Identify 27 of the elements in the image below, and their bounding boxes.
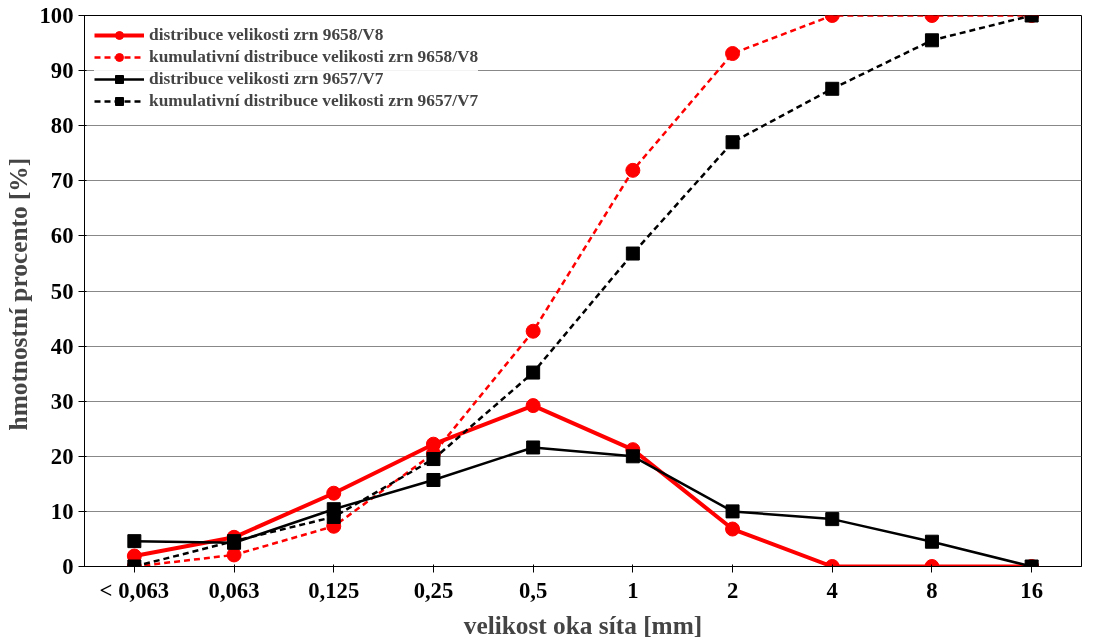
x-tick-label: 8 xyxy=(926,577,938,603)
y-tick-label: 20 xyxy=(50,443,74,469)
y-tick-label: 100 xyxy=(39,3,74,28)
y-axis-title: hmotnostní procento [%] xyxy=(3,157,32,431)
y-tick-label: 60 xyxy=(50,223,74,249)
x-tick-label: 0,25 xyxy=(413,577,454,603)
x-axis-title: velikost oka síta [mm] xyxy=(463,610,703,639)
x-tick-label: 0,125 xyxy=(308,577,360,603)
x-tick-label: 16 xyxy=(1020,577,1043,603)
y-tick-label: 10 xyxy=(50,498,74,524)
y-tick-label: 50 xyxy=(50,278,74,304)
x-tick-label: 0,063 xyxy=(208,577,260,603)
x-tick-label: 1 xyxy=(627,577,639,603)
y-tick-label: 70 xyxy=(50,168,74,194)
legend-label: kumulativní distribuce velikosti zrn 9658/V8 xyxy=(149,47,479,67)
x-tick-label: 4 xyxy=(826,577,838,603)
x-tick-label: 0,5 xyxy=(518,577,548,603)
y-tick-label: 0 xyxy=(62,554,74,579)
y-tick-label: 90 xyxy=(50,58,74,84)
legend-label: distribuce velikosti zrn 9657/V7 xyxy=(149,69,384,89)
legend-label: distribuce velikosti zrn 9658/V8 xyxy=(149,25,384,45)
x-tick-label: 2 xyxy=(726,577,739,603)
y-tick-label: 30 xyxy=(50,388,74,414)
y-tick-label: 40 xyxy=(50,333,74,359)
legend-label: kumulativní distribuce velikosti zrn 9657/V7 xyxy=(149,91,479,111)
y-tick-label: 80 xyxy=(50,113,74,139)
x-tick-label: < 0,063 xyxy=(99,577,170,603)
